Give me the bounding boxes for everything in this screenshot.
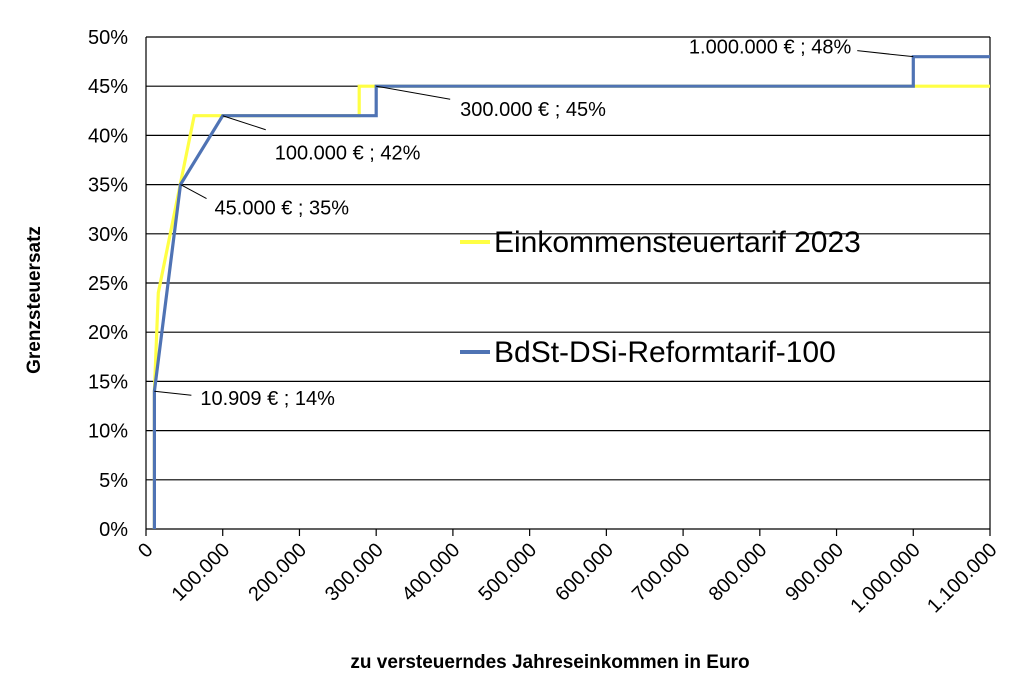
x-tick-label: 100.000 (168, 539, 235, 606)
legend-label: Einkommensteuertarif 2023 (494, 226, 861, 259)
y-tick-labels: 0% 5% 10% 15% 20% 25% 30% 35% 40% 45% 50% (88, 27, 128, 541)
legend-label: BdSt-DSi-Reformtarif-100 (494, 336, 836, 369)
y-tick-label: 0% (99, 519, 128, 541)
x-tick-label: 0 (134, 539, 157, 562)
x-tick-labels: 0 100.000 200.000 300.000 400.000 500.000 600.… (134, 529, 1002, 617)
y-tick-label: 20% (88, 322, 128, 344)
x-tick-label: 700.000 (628, 539, 695, 606)
x-tick-label: 500.000 (474, 539, 541, 606)
legend: Einkommensteuertarif 2023 BdSt-DSi-Reform… (460, 226, 861, 369)
x-tick-label: 400.000 (398, 539, 465, 606)
y-tick-label: 45% (88, 76, 128, 98)
x-tick-label: 800.000 (705, 539, 772, 606)
y-tick-label: 5% (99, 470, 128, 492)
x-tick-label: 1.100.000 (923, 539, 1001, 617)
annotation-leader-line (222, 115, 266, 131)
y-tick-label: 35% (88, 175, 128, 197)
annotation-label: 1.000.000 € ; 48% (689, 37, 852, 59)
y-tick-label: 25% (88, 273, 128, 295)
x-tick-label: 900.000 (781, 539, 848, 606)
y-tick-label: 40% (88, 125, 128, 147)
y-tick-label: 10% (88, 421, 128, 443)
annotation-leader-line (857, 50, 914, 58)
annotations: 10.909 € ; 14% 45.000 € ; 35% 100.000 € ; … (154, 37, 914, 410)
annotation-label: 45.000 € ; 35% (215, 198, 350, 220)
y-tick-label: 15% (88, 371, 128, 393)
x-tick-label: 600.000 (551, 539, 618, 606)
x-axis-title: zu versteuerndes Jahreseinkommen in Euro (350, 652, 749, 673)
annotation-leader-line (376, 85, 451, 100)
y-tick-label: 50% (88, 27, 128, 49)
series-line-bdst-dsi-reformtarif-100 (152, 55, 990, 529)
annotation-label: 100.000 € ; 42% (275, 143, 421, 165)
annotation-leader-line (154, 390, 192, 396)
x-tick-label: 200.000 (244, 539, 311, 606)
x-tick-label: 1.000.000 (846, 539, 924, 617)
y-tick-label: 30% (88, 224, 128, 246)
y-axis-title: Grenzsteuersatz (24, 226, 45, 374)
annotation-leader-line (180, 184, 207, 200)
annotation-label: 300.000 € ; 45% (460, 99, 606, 121)
x-tick-label: 300.000 (321, 539, 388, 606)
annotation-label: 10.909 € ; 14% (200, 388, 335, 410)
